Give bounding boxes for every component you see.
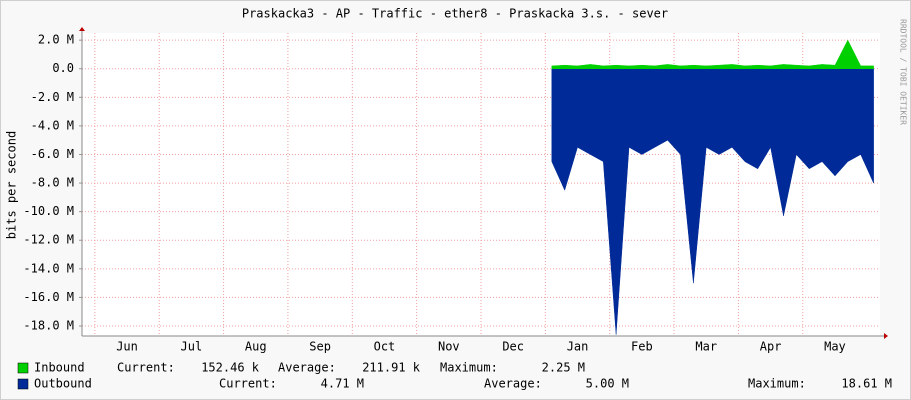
legend-swatch [17, 378, 29, 390]
x-tick-label: Jan [567, 340, 589, 354]
legend-stat-label: Maximum: [748, 377, 806, 391]
x-tick-label: May [824, 340, 846, 354]
x-tick-label: Aug [245, 340, 267, 354]
chart-title: Praskacka3 - AP - Traffic - ether8 - Pra… [242, 7, 668, 21]
legend-stat-value: 4.71 M [321, 377, 364, 391]
y-axis-label: bits per second [5, 131, 19, 239]
x-tick-label: Apr [760, 340, 782, 354]
y-tick-label: -4.0 M [31, 118, 74, 132]
x-tick-label: Feb [631, 340, 653, 354]
x-tick-label: Jul [181, 340, 203, 354]
y-tick-label: -10.0 M [23, 204, 74, 218]
area [551, 39, 874, 69]
y-tick-label: -14.0 M [23, 261, 74, 275]
y-tick-label: -18.0 M [23, 318, 74, 332]
y-tick-label: -6.0 M [31, 147, 74, 161]
legend-stat-value: 211.91 k [362, 361, 421, 375]
x-tick-label: Sep [309, 340, 331, 354]
x-tick-label: Dec [502, 340, 524, 354]
y-tick-label: 2.0 M [38, 33, 74, 47]
y-tick-label: -16.0 M [23, 290, 74, 304]
legend-stat-label: Current: [219, 377, 277, 391]
legend-label: Outbound [34, 377, 92, 391]
area [551, 68, 874, 335]
legend-stat-label: Current: [117, 361, 175, 375]
y-axis-arrow [79, 27, 85, 31]
y-tick-label: -2.0 M [31, 90, 74, 104]
legend-stat-label: Maximum: [440, 361, 498, 375]
x-tick-label: Jun [116, 340, 138, 354]
legend-stat-label: Average: [278, 361, 336, 375]
y-tick-label: 0.0 [52, 61, 74, 75]
legend-swatch [17, 362, 29, 374]
y-tick-label: -8.0 M [31, 176, 74, 190]
legend-stat-label: Average: [484, 377, 542, 391]
legend-stat-value: 18.61 M [841, 377, 892, 391]
legend-label: Inbound [34, 361, 85, 375]
legend-stat-value: 2.25 M [542, 361, 585, 375]
legend-stat-value: 5.00 M [586, 377, 629, 391]
watermark: RRDTOOL / TOBI OETIKER [899, 19, 908, 125]
x-tick-label: Nov [438, 340, 460, 354]
x-tick-label: Oct [374, 340, 396, 354]
x-axis-arrow [884, 333, 888, 339]
y-tick-label: -12.0 M [23, 233, 74, 247]
x-tick-label: Mar [695, 340, 717, 354]
legend-stat-value: 152.46 k [201, 361, 260, 375]
